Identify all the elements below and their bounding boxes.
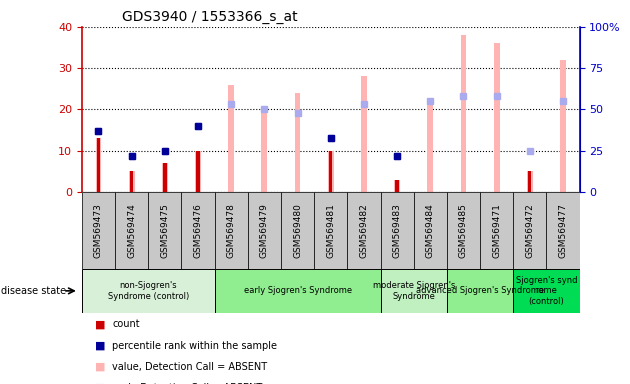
Bar — [181, 192, 215, 269]
Bar — [129, 171, 135, 192]
Text: GSM569478: GSM569478 — [227, 203, 236, 258]
Text: rank, Detection Call = ABSENT: rank, Detection Call = ABSENT — [112, 383, 262, 384]
Text: GSM569484: GSM569484 — [426, 203, 435, 258]
Bar — [494, 43, 500, 192]
Bar — [248, 192, 281, 269]
Text: GSM569482: GSM569482 — [360, 203, 369, 258]
Text: Sjogren's synd
rome
(control): Sjogren's synd rome (control) — [516, 276, 577, 306]
Text: GSM569477: GSM569477 — [559, 203, 568, 258]
Text: GSM569476: GSM569476 — [193, 203, 202, 258]
Bar — [215, 192, 248, 269]
Bar — [195, 151, 201, 192]
Bar — [96, 138, 101, 192]
Bar — [361, 76, 367, 192]
Bar — [228, 85, 234, 192]
Text: count: count — [112, 319, 140, 329]
Bar — [148, 192, 181, 269]
Text: advanced Sjogren's Syndrome: advanced Sjogren's Syndrome — [416, 286, 544, 295]
Text: GSM569474: GSM569474 — [127, 203, 136, 258]
Text: ■: ■ — [94, 383, 105, 384]
Text: non-Sjogren's
Syndrome (control): non-Sjogren's Syndrome (control) — [108, 281, 189, 301]
Bar — [381, 192, 414, 269]
Bar — [197, 151, 200, 192]
Bar — [130, 171, 134, 192]
Bar — [447, 192, 480, 269]
Bar — [82, 269, 215, 313]
Bar — [215, 269, 381, 313]
Bar — [314, 192, 347, 269]
Text: early Sjogren's Syndrome: early Sjogren's Syndrome — [244, 286, 352, 295]
Bar — [546, 192, 580, 269]
Bar — [396, 180, 399, 192]
Bar — [281, 192, 314, 269]
Text: GSM569473: GSM569473 — [94, 203, 103, 258]
Bar — [414, 192, 447, 269]
Bar — [347, 192, 381, 269]
Bar — [329, 151, 333, 192]
Text: GSM569475: GSM569475 — [161, 203, 169, 258]
Text: ■: ■ — [94, 341, 105, 351]
Bar — [447, 269, 513, 313]
Text: GSM569485: GSM569485 — [459, 203, 468, 258]
Text: moderate Sjogren's
Syndrome: moderate Sjogren's Syndrome — [372, 281, 455, 301]
Bar — [427, 105, 433, 192]
Bar — [115, 192, 148, 269]
Text: percentile rank within the sample: percentile rank within the sample — [112, 341, 277, 351]
Bar — [528, 171, 532, 192]
Bar — [261, 109, 267, 192]
Text: GSM569481: GSM569481 — [326, 203, 335, 258]
Bar — [461, 35, 466, 192]
Bar — [394, 180, 400, 192]
Bar — [328, 151, 334, 192]
Bar — [163, 163, 166, 192]
Text: GSM569483: GSM569483 — [392, 203, 401, 258]
Text: disease state: disease state — [1, 286, 66, 296]
Bar — [82, 192, 115, 269]
Text: ■: ■ — [94, 362, 105, 372]
Bar — [513, 269, 580, 313]
Bar — [527, 171, 533, 192]
Bar — [480, 192, 513, 269]
Bar — [513, 192, 546, 269]
Text: GSM569472: GSM569472 — [525, 203, 534, 258]
Bar — [162, 163, 168, 192]
Bar — [97, 138, 100, 192]
Text: GSM569479: GSM569479 — [260, 203, 269, 258]
Text: value, Detection Call = ABSENT: value, Detection Call = ABSENT — [112, 362, 267, 372]
Bar — [560, 60, 566, 192]
Text: ■: ■ — [94, 319, 105, 329]
Text: GDS3940 / 1553366_s_at: GDS3940 / 1553366_s_at — [122, 10, 297, 25]
Bar — [295, 93, 301, 192]
Text: GSM569471: GSM569471 — [492, 203, 501, 258]
Text: GSM569480: GSM569480 — [293, 203, 302, 258]
Bar — [381, 269, 447, 313]
